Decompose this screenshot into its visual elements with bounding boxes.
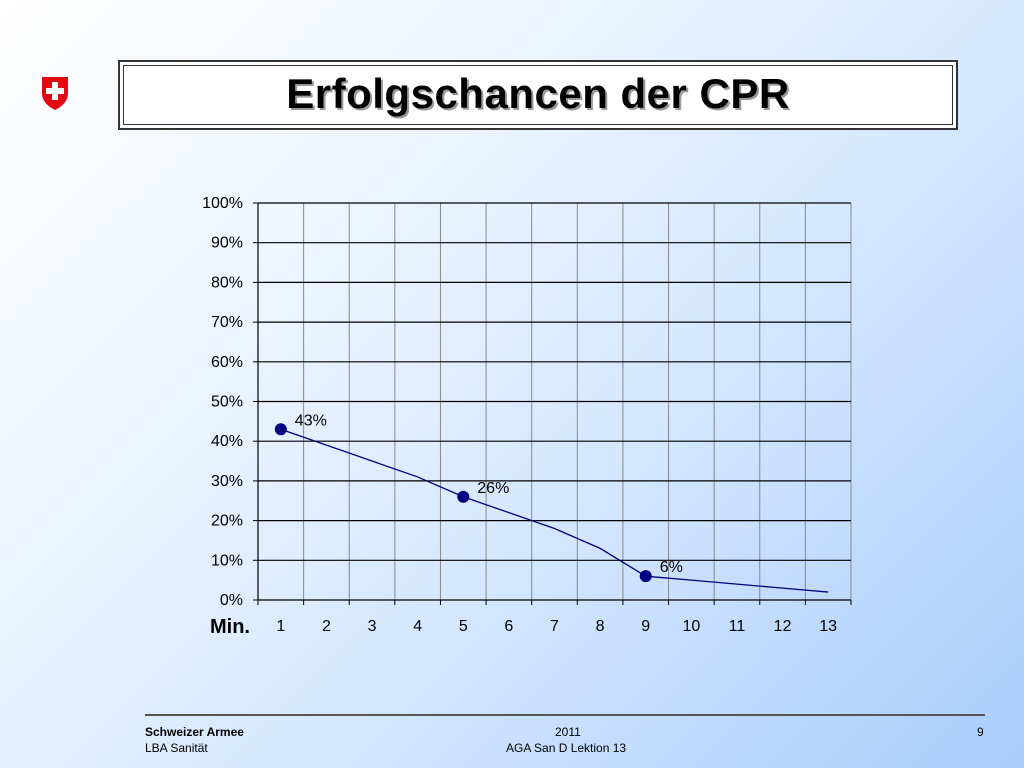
y-tick-label: 100% [202,195,243,212]
y-tick-label: 80% [211,274,243,291]
x-axis-label: Min. [210,616,250,638]
survival-chart: 0%10%20%30%40%50%60%70%80%90%100%1 2 3 4 5 6 7… [202,195,852,638]
y-tick-label: 20% [211,513,243,530]
data-label: 43% [295,412,327,429]
footer-department: LBA Sanität [145,741,208,755]
x-tick-label: 7 [550,618,559,635]
slide-title: Erfolgschancen der CPR [286,70,790,117]
data-point [457,490,470,503]
y-tick-label: 50% [211,394,243,411]
x-tick-label: 2 [322,618,331,635]
data-label: 6% [660,559,683,576]
x-tick-label: 8 [596,618,605,635]
data-point [274,423,287,436]
x-tick-label: 3 [368,618,377,635]
y-tick-label: 0% [220,592,243,609]
x-tick-label: 4 [413,618,422,635]
y-tick-label: 10% [211,552,243,569]
data-label: 26% [477,480,509,497]
footer-organization: Schweizer Armee [145,725,244,739]
y-tick-label: 60% [211,354,243,371]
swiss-cross-shield-icon [42,77,68,110]
x-tick-label: 1 [276,618,285,635]
x-tick-label: 10 [682,618,700,635]
y-tick-label: 70% [211,314,243,331]
footer-page-number: 9 [977,725,984,739]
x-tick-label: 13 [819,618,837,635]
data-point [639,570,652,583]
x-tick-label: 12 [774,618,792,635]
x-tick-label: 5 [459,618,468,635]
title-frame: Erfolgschancen der CPR [118,60,958,130]
footer-lesson: AGA San D Lektion 13 [506,741,627,755]
footer-year: 2011 [555,725,581,739]
y-tick-label: 30% [211,473,243,490]
y-tick-label: 40% [211,433,243,450]
x-tick-label: 6 [504,618,513,635]
y-tick-label: 90% [211,235,243,252]
survival-line [280,428,829,593]
x-tick-label: 11 [729,618,746,635]
x-tick-label: 9 [641,618,650,635]
footer-divider [145,714,985,716]
